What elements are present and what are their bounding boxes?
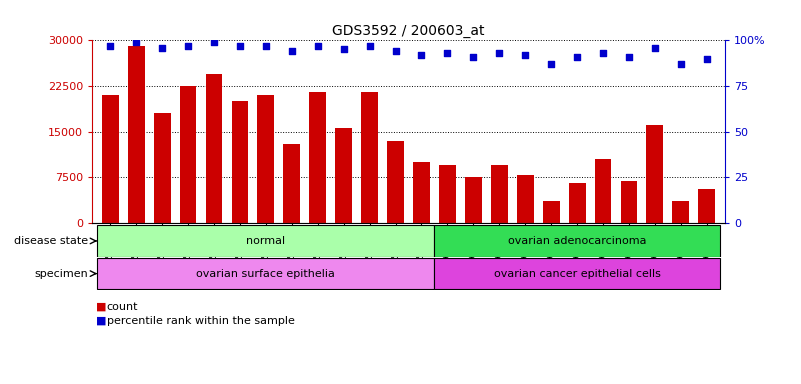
Bar [517, 175, 533, 223]
Bar [439, 165, 456, 223]
Point [493, 50, 505, 56]
Bar [154, 113, 171, 223]
Text: ovarian adenocarcinoma: ovarian adenocarcinoma [508, 236, 646, 246]
Bar [465, 177, 481, 223]
Point [337, 46, 350, 53]
Bar [698, 189, 715, 223]
Point [260, 43, 272, 49]
Point [182, 43, 195, 49]
Bar [231, 101, 248, 223]
Text: ■: ■ [96, 316, 107, 326]
Bar [257, 95, 274, 223]
Bar [434, 225, 720, 257]
Bar [646, 126, 663, 223]
Bar [336, 129, 352, 223]
Point [104, 43, 117, 49]
Point [674, 61, 687, 67]
Text: ■: ■ [96, 302, 107, 312]
Point [285, 48, 298, 55]
Bar [179, 86, 196, 223]
Bar [621, 181, 638, 223]
Bar [543, 202, 560, 223]
Bar [309, 92, 326, 223]
Bar [97, 225, 434, 257]
Point [570, 54, 583, 60]
Text: normal: normal [247, 236, 285, 246]
Point [207, 39, 220, 45]
Bar [569, 183, 586, 223]
Point [312, 43, 324, 49]
Point [467, 54, 480, 60]
Point [545, 61, 557, 67]
Bar [284, 144, 300, 223]
Point [130, 39, 143, 45]
Bar [97, 258, 434, 289]
Point [649, 45, 662, 51]
Point [389, 48, 402, 55]
Point [700, 56, 713, 62]
Bar [434, 258, 720, 289]
Point [415, 52, 428, 58]
Text: ovarian cancer epithelial cells: ovarian cancer epithelial cells [493, 268, 661, 279]
Bar [387, 141, 404, 223]
Bar [361, 92, 378, 223]
Text: disease state: disease state [14, 236, 88, 246]
Bar [672, 202, 689, 223]
Bar [128, 46, 145, 223]
Point [363, 43, 376, 49]
Text: count: count [107, 302, 138, 312]
Bar [491, 165, 508, 223]
Text: ovarian surface epithelia: ovarian surface epithelia [196, 268, 336, 279]
Bar [206, 74, 223, 223]
Bar [594, 159, 611, 223]
Point [519, 52, 532, 58]
Text: specimen: specimen [34, 268, 88, 279]
Bar [102, 95, 119, 223]
Bar [413, 162, 430, 223]
Point [597, 50, 610, 56]
Text: percentile rank within the sample: percentile rank within the sample [107, 316, 295, 326]
Title: GDS3592 / 200603_at: GDS3592 / 200603_at [332, 24, 485, 38]
Point [622, 54, 635, 60]
Point [234, 43, 247, 49]
Point [441, 50, 454, 56]
Point [155, 45, 168, 51]
